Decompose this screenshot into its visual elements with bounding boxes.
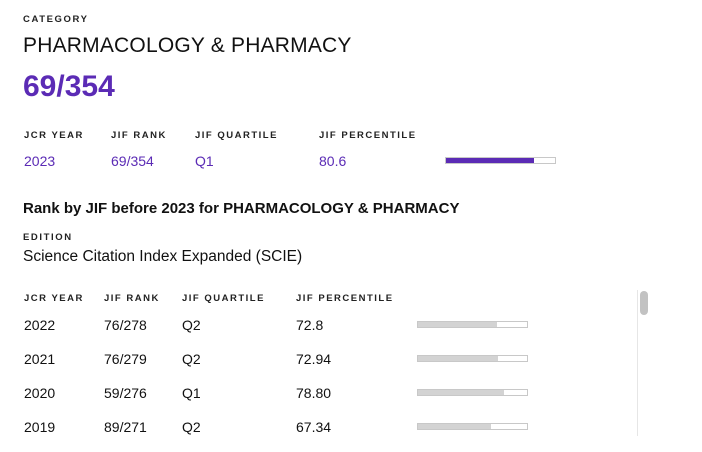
- summary-percentile-bar-fill: [446, 158, 534, 163]
- table-row: 2019 89/271 Q2 67.34: [0, 419, 640, 435]
- summary-year: 2023: [24, 153, 56, 169]
- history-header-rank: JIF RANK: [104, 293, 160, 304]
- category-label: CATEGORY: [23, 14, 89, 25]
- category-rank: 69/354: [23, 70, 115, 103]
- table-row: 2021 76/279 Q2 72.94: [0, 351, 640, 385]
- row-percentile-bar-fill: [418, 322, 498, 327]
- table-scrollbar[interactable]: [637, 290, 651, 436]
- summary-quartile: Q1: [195, 153, 214, 169]
- table-row: 2020 59/276 Q1 78.80: [0, 385, 640, 419]
- table-row: 2022 76/278 Q2 72.8: [0, 317, 640, 351]
- row-year: 2019: [24, 419, 56, 435]
- row-percentile-bar-fill: [418, 356, 498, 361]
- edition-label: EDITION: [23, 232, 73, 243]
- summary-percentile-bar: [445, 157, 556, 164]
- history-header-year: JCR YEAR: [24, 293, 84, 304]
- row-quartile: Q2: [182, 317, 201, 333]
- row-quartile: Q2: [182, 419, 201, 435]
- row-percentile-bar: [417, 389, 528, 396]
- row-percentile-bar: [417, 355, 528, 362]
- history-table[interactable]: JCR YEAR JIF RANK JIF QUARTILE JIF PERCE…: [0, 285, 652, 435]
- row-rank: 76/278: [104, 317, 147, 333]
- history-table-header: JCR YEAR JIF RANK JIF QUARTILE JIF PERCE…: [0, 293, 640, 307]
- history-header-quartile: JIF QUARTILE: [182, 293, 265, 304]
- row-percentile-bar: [417, 321, 528, 328]
- summary-header-year: JCR YEAR: [24, 130, 84, 141]
- row-percentile: 72.8: [296, 317, 324, 333]
- edition-value: Science Citation Index Expanded (SCIE): [23, 248, 303, 265]
- row-percentile-bar: [417, 423, 528, 430]
- category-name: PHARMACOLOGY & PHARMACY: [23, 34, 352, 57]
- row-percentile: 72.94: [296, 351, 332, 367]
- row-quartile: Q2: [182, 351, 201, 367]
- row-year: 2021: [24, 351, 56, 367]
- row-percentile-bar-fill: [418, 390, 504, 395]
- row-rank: 76/279: [104, 351, 147, 367]
- row-rank: 89/271: [104, 419, 147, 435]
- row-year: 2020: [24, 385, 56, 401]
- row-percentile: 78.80: [296, 385, 332, 401]
- summary-header-quartile: JIF QUARTILE: [195, 130, 278, 141]
- summary-header-percentile: JIF PERCENTILE: [319, 130, 417, 141]
- row-percentile: 67.34: [296, 419, 332, 435]
- row-year: 2022: [24, 317, 56, 333]
- row-quartile: Q1: [182, 385, 201, 401]
- row-rank: 59/276: [104, 385, 147, 401]
- summary-header-rank: JIF RANK: [111, 130, 167, 141]
- table-scrollbar-thumb[interactable]: [640, 291, 648, 315]
- row-percentile-bar-fill: [418, 424, 492, 429]
- history-title: Rank by JIF before 2023 for PHARMACOLOGY…: [23, 200, 460, 217]
- history-header-percentile: JIF PERCENTILE: [296, 293, 394, 304]
- summary-rank: 69/354: [111, 153, 154, 169]
- summary-percentile: 80.6: [319, 153, 347, 169]
